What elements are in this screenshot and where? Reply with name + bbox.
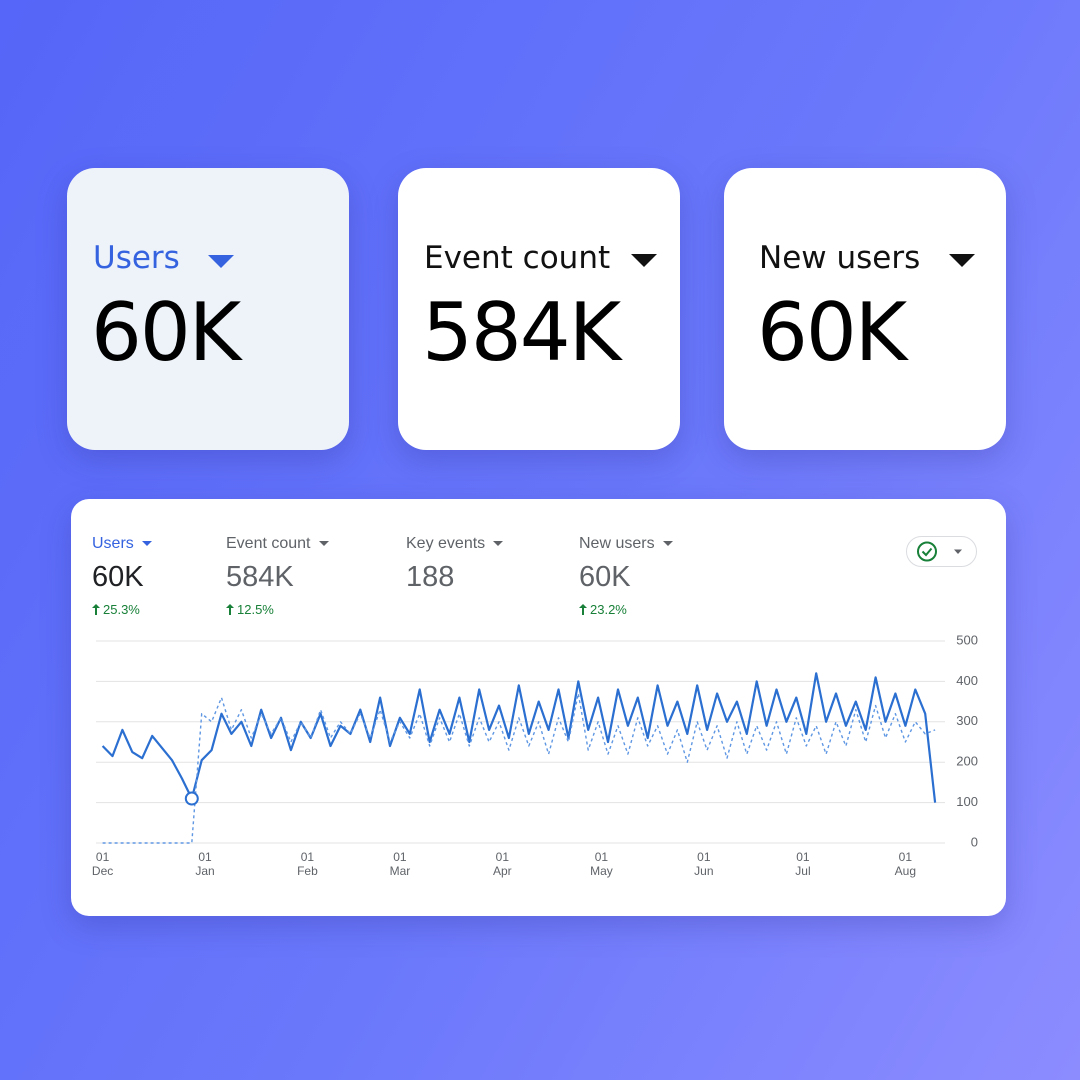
series-line xyxy=(102,692,936,844)
metric-value: 188 xyxy=(406,561,455,593)
metric-label: Key events xyxy=(406,535,486,552)
y-tick-label: 0 xyxy=(971,834,978,849)
card-label: Event count xyxy=(424,240,611,276)
dropdown-arrow[interactable] xyxy=(318,541,329,547)
x-tick-label: 01 May xyxy=(590,850,613,878)
dropdown-arrow[interactable] xyxy=(631,254,657,267)
metric-value: 584K xyxy=(226,561,294,593)
x-tick-label: 01 Feb xyxy=(297,850,318,878)
users-card[interactable]: Users 60K xyxy=(67,168,349,450)
x-tick-label: 01 Jul xyxy=(795,850,811,878)
dropdown-arrow[interactable] xyxy=(949,254,975,267)
series-line xyxy=(101,672,937,803)
y-tick-label: 100 xyxy=(956,794,978,809)
metric[interactable]: Users 60K 25.3% xyxy=(92,535,152,617)
dropdown-arrow[interactable] xyxy=(141,541,152,547)
metric-value: 60K xyxy=(579,561,631,593)
y-tick-label: 200 xyxy=(956,754,978,769)
up-arrow xyxy=(92,604,100,615)
metric-label: New users xyxy=(579,535,655,552)
hover-point xyxy=(184,791,199,806)
status-icon xyxy=(917,541,962,562)
chart-panel xyxy=(71,499,1006,916)
status-dropdown[interactable] xyxy=(906,536,977,567)
metric-change: 23.2% xyxy=(590,602,627,617)
metric-change: 12.5% xyxy=(237,602,274,617)
card-value: 60K xyxy=(757,286,907,379)
metric-change: 25.3% xyxy=(103,602,140,617)
metric[interactable]: Key events 188 xyxy=(406,535,504,594)
metric-label: Users xyxy=(92,535,134,552)
metric[interactable]: Event count 584K 12.5% xyxy=(226,535,329,617)
y-tick-label: 400 xyxy=(956,673,978,688)
card-label: New users xyxy=(759,240,921,276)
event-count-card[interactable]: Event count 584K xyxy=(398,168,680,450)
x-tick-label: 01 Jan xyxy=(195,850,215,878)
dropdown-arrow[interactable] xyxy=(662,541,673,547)
y-tick-label: 300 xyxy=(956,713,978,728)
card-label: Users xyxy=(93,240,180,276)
card-value: 60K xyxy=(91,286,241,379)
dropdown-arrow[interactable] xyxy=(208,255,234,268)
new-users-card[interactable]: New users 60K xyxy=(724,168,1006,450)
y-tick-label: 500 xyxy=(956,632,978,647)
x-tick-label: 01 Mar xyxy=(389,850,411,878)
card-value: 584K xyxy=(422,286,621,379)
dropdown-arrow[interactable] xyxy=(493,541,504,547)
metric-value: 60K xyxy=(92,561,144,593)
x-tick-label: 01 Apr xyxy=(492,850,512,878)
metric[interactable]: New users 60K 23.2% xyxy=(579,535,673,617)
x-tick-label: 01 Jun xyxy=(694,850,714,878)
x-tick-label: 01 Dec xyxy=(91,850,114,878)
metric-label: Event count xyxy=(226,535,311,552)
x-tick-label: 01 Aug xyxy=(894,850,917,878)
up-arrow xyxy=(579,604,587,615)
up-arrow xyxy=(226,604,234,615)
